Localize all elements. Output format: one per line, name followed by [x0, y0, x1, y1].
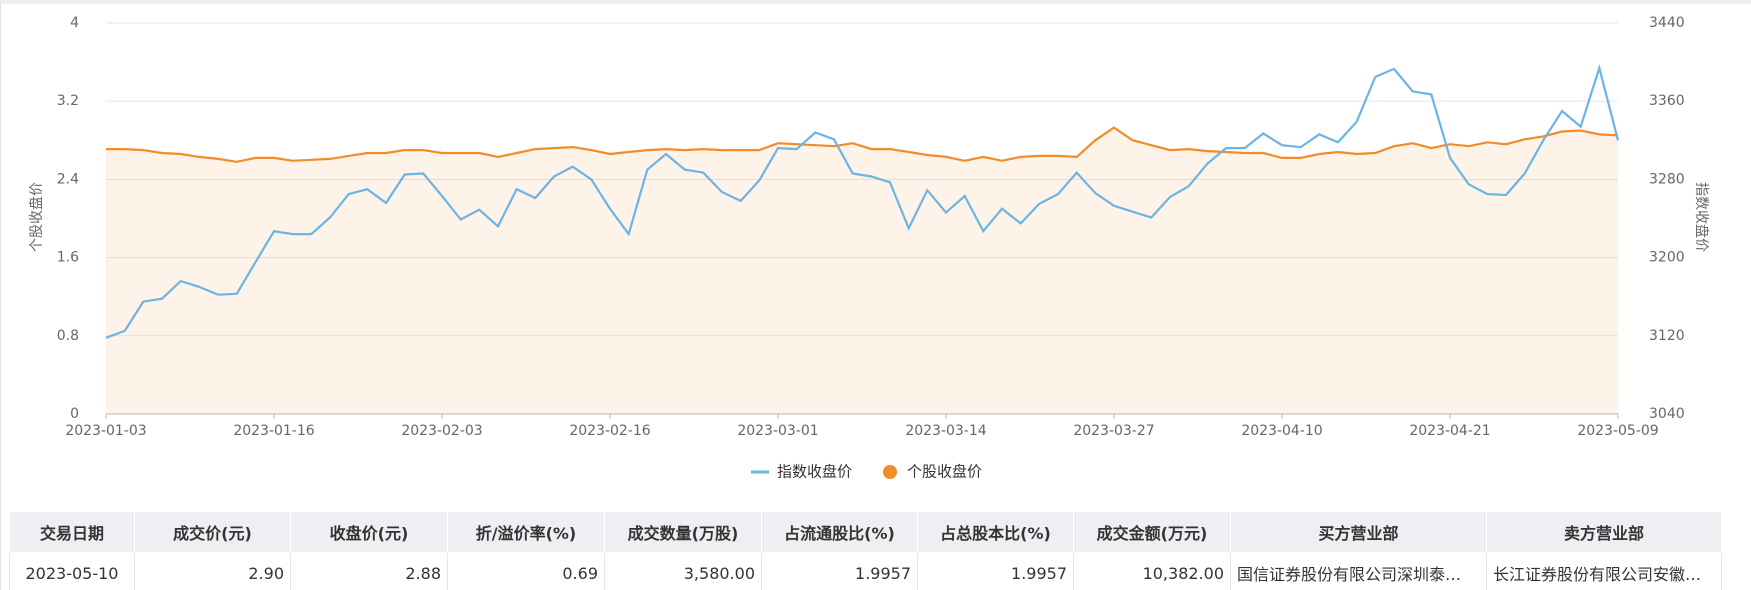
table-cell: 1.9957 — [761, 552, 918, 590]
y2-tick-label: 3440 — [1649, 15, 1685, 31]
table-header: 成交金额(万元) — [1073, 511, 1231, 553]
table-cell: 2.90 — [134, 552, 291, 590]
y2-tick-label: 3120 — [1649, 328, 1685, 344]
table-cell: 国信证券股份有限公司深圳泰… — [1230, 552, 1487, 590]
y-axis-title: 个股收盘价 — [28, 182, 45, 252]
x-tick-label: 2023-01-16 — [233, 423, 314, 439]
x-tick-label: 2023-01-03 — [65, 423, 146, 439]
y-tick-label: 0 — [70, 406, 79, 422]
y2-axis-title: 指数收盘价 — [1693, 182, 1710, 252]
table-row: 2023-05-10 2.90 2.88 0.69 3,580.00 1.9957 1.99… — [9, 552, 1722, 590]
x-tick-label: 2023-02-03 — [401, 423, 482, 439]
y-tick-label: 3.2 — [57, 93, 79, 109]
y2-tick-label: 3360 — [1649, 93, 1685, 109]
table-header: 占总股本比(%) — [917, 511, 1074, 553]
y-tick-label: 1.6 — [57, 250, 79, 266]
x-tick-label: 2023-04-10 — [1241, 423, 1322, 439]
x-tick-label: 2023-03-14 — [905, 423, 986, 439]
legend-label: 指数收盘价 — [777, 463, 852, 481]
table-header: 占流通股比(%) — [761, 511, 918, 553]
table-header: 成交数量(万股) — [604, 511, 762, 553]
x-tick-label: 2023-02-16 — [569, 423, 650, 439]
y2-tick-label: 3040 — [1649, 406, 1685, 422]
table-cell: 0.69 — [447, 552, 605, 590]
series-line — [106, 126, 1619, 163]
table-cell: 1.9957 — [917, 552, 1074, 590]
table-cell: 长江证券股份有限公司安徽… — [1486, 552, 1722, 590]
table-cell: 2.88 — [290, 552, 448, 590]
table-header: 卖方营业部 — [1486, 511, 1722, 553]
table-header: 交易日期 — [9, 511, 135, 553]
table-cell: 3,580.00 — [604, 552, 762, 590]
chart: 个股收盘价 指数收盘价 0 0.8 1.6 2.4 3.2 4 3040 3120 3200 32… — [28, 15, 1710, 481]
area — [106, 127, 1618, 414]
y-tick-label: 4 — [70, 15, 79, 31]
table-header: 买方营业部 — [1230, 511, 1487, 553]
table-header: 成交价(元) — [134, 511, 291, 553]
table-cell: 2023-05-10 — [9, 552, 135, 590]
table-header: 折/溢价率(%) — [447, 511, 605, 553]
table-cell: 10,382.00 — [1073, 552, 1231, 590]
legend-marker — [883, 465, 897, 479]
y2-tick-label: 3200 — [1649, 250, 1685, 266]
x-tick-label: 2023-04-21 — [1409, 423, 1490, 439]
y-tick-label: 0.8 — [57, 328, 79, 344]
legend-label: 个股收盘价 — [907, 463, 982, 481]
x-tick-label: 2023-03-01 — [737, 423, 818, 439]
x-tick-label: 2023-03-27 — [1073, 423, 1154, 439]
table-header: 收盘价(元) — [290, 511, 448, 553]
x-tick-label: 2023-05-09 — [1577, 423, 1658, 439]
trade-table: 交易日期 成交价(元) 收盘价(元) 折/溢价率(%) 成交数量(万股) 占流通股比(%)… — [9, 511, 1722, 590]
y-tick-label: 2.4 — [57, 171, 79, 187]
y2-tick-label: 3280 — [1649, 171, 1685, 187]
series-line — [105, 64, 1620, 339]
